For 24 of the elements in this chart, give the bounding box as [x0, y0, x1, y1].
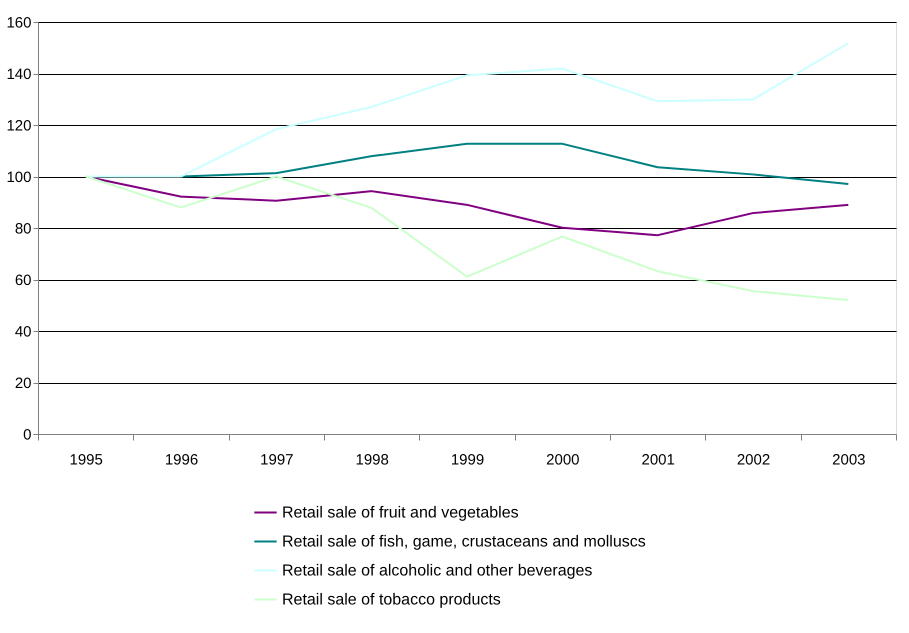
x-tick-label: 2003	[832, 452, 866, 468]
y-tick-label: 0	[23, 426, 32, 444]
legend-label: Retail sale of fruit and vegetables	[282, 504, 519, 522]
y-tick-label: 140	[6, 66, 32, 83]
line-series	[84, 176, 850, 302]
y-tick-label: 100	[6, 169, 32, 186]
x-tick-label: 1996	[164, 452, 198, 468]
y-tick-label: 120	[6, 118, 32, 134]
x-tick-label: 1997	[260, 452, 294, 468]
x-tick-label: 1995	[69, 452, 103, 468]
line-series	[84, 42, 850, 178]
legend-label: Retail sale of fish, game, crustaceans and molluscs	[282, 534, 646, 550]
y-tick-label: 60	[14, 272, 32, 289]
y-tick-label: 40	[14, 324, 32, 340]
x-tick-label: 2000	[546, 452, 580, 468]
x-tick-label: 1998	[355, 452, 389, 468]
y-tick-label: 80	[14, 220, 32, 238]
x-tick-label: 2001	[641, 452, 675, 468]
y-tick-label: 20	[14, 375, 32, 392]
y-tick-label: 160	[6, 14, 32, 32]
x-tick-label: 2002	[736, 452, 770, 468]
legend-label: Retail sale of tobacco products	[282, 592, 501, 608]
legend-label: Retail sale of alcoholic and other beverages	[282, 562, 592, 580]
x-tick-label: 1999	[450, 452, 484, 468]
